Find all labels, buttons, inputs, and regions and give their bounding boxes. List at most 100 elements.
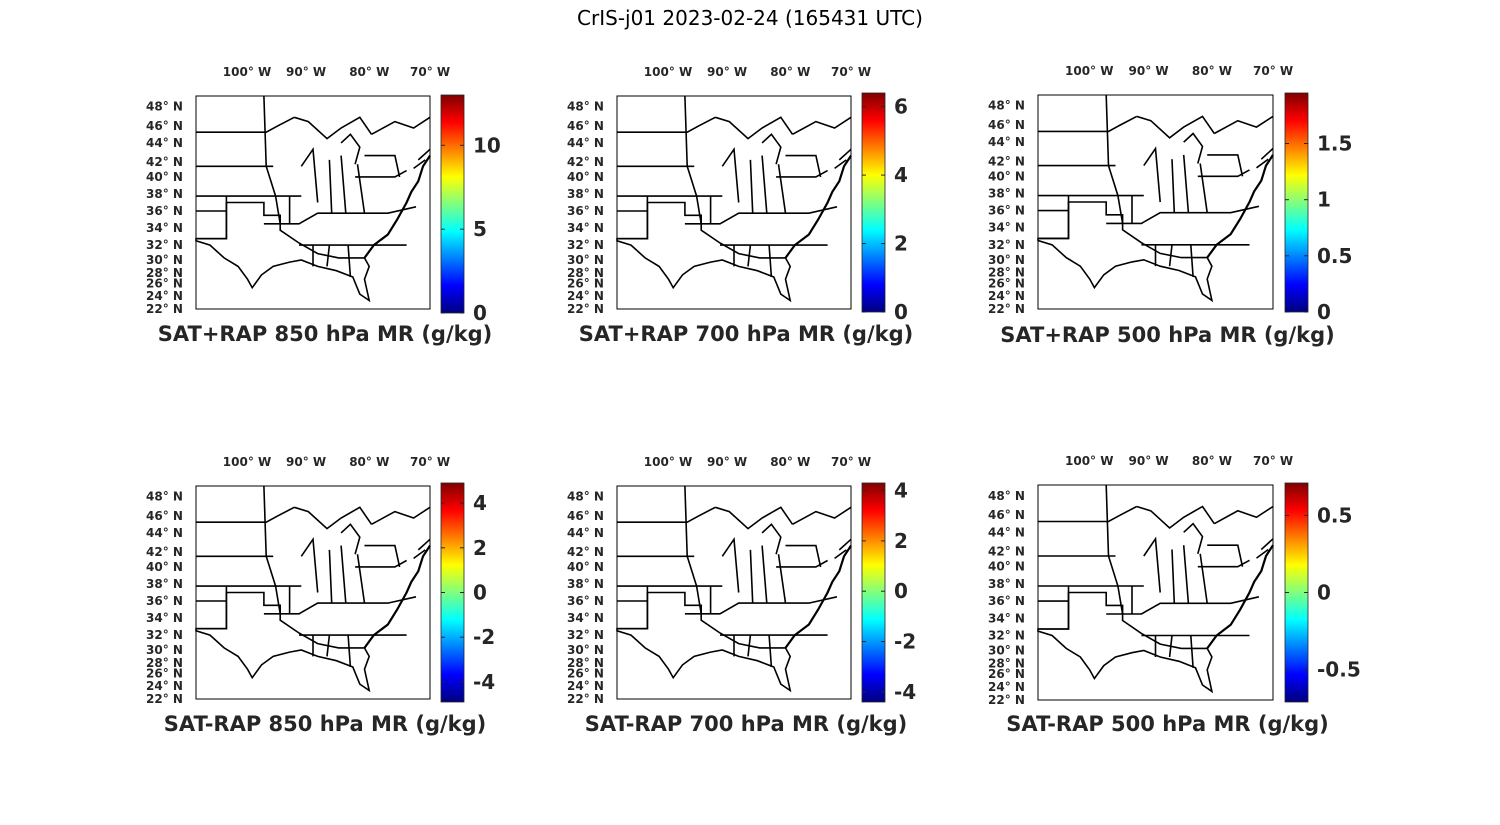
map-panel-6: 100° W 90° W 80° W 70° W 48° N 46° N 44° N 42° … [988, 454, 1361, 736]
panel-title: SAT+RAP 700 hPa MR (g/kg) [579, 322, 913, 346]
lon-tick-label: 100° W [223, 455, 271, 469]
lat-tick-label: 38° N [146, 187, 183, 201]
lat-tick-label: 26° N [988, 667, 1025, 681]
state-boundary [834, 549, 847, 560]
lon-tick-label: 80° W [1192, 454, 1232, 468]
map-panel-1: 100° W 90° W 80° W 70° W 48° N 46° N 44° N 42° … [146, 65, 501, 346]
lat-tick-label: 42° N [146, 545, 183, 559]
colorbar-tick-label: 0 [894, 300, 908, 324]
state-boundary [1038, 505, 1138, 523]
lon-tick-label: 90° W [1129, 454, 1169, 468]
lat-tick-label: 22° N [988, 693, 1025, 707]
lat-tick-label: 44° N [146, 526, 183, 540]
lat-tick-label: 46° N [567, 119, 604, 133]
colorbar-tick-label: 0 [473, 581, 487, 605]
lat-tick-label: 28° N [567, 266, 604, 280]
map-panel-2: 100° W 90° W 80° W 70° W 48° N 46° N 44° N 42° … [567, 65, 913, 346]
lon-tick-label: 90° W [286, 455, 326, 469]
colorbar-tick-label: 0 [473, 301, 487, 325]
colorbar [1284, 92, 1309, 313]
state-boundary [1136, 115, 1215, 139]
lat-tick-label: 26° N [146, 276, 183, 290]
state-boundary [417, 148, 431, 161]
lat-tick-label: 36° N [567, 594, 604, 608]
colorbar-tick-label: 4 [473, 491, 487, 515]
colorbar-tick-label: -4 [473, 670, 495, 694]
state-boundary [263, 95, 281, 224]
lat-tick-label: 32° N [988, 629, 1025, 643]
lat-tick-label: 48° N [567, 100, 604, 114]
map-panel-5: 100° W 90° W 80° W 70° W 48° N 46° N 44° N 42° … [567, 455, 916, 736]
state-boundary [684, 95, 702, 224]
state-boundary [195, 591, 371, 693]
colorbar-tick-label: 6 [894, 95, 908, 119]
state-boundary [838, 538, 852, 551]
map-panel-3: 100° W 90° W 80° W 70° W 48° N 46° N 44° N 42° … [988, 64, 1352, 347]
lat-tick-label: 40° N [146, 170, 183, 184]
state-boundary [617, 586, 649, 630]
colorbar-tick-label: 0 [1317, 581, 1331, 605]
state-boundary [747, 245, 752, 267]
lon-tick-label: 70° W [831, 455, 871, 469]
lon-tick-label: 80° W [349, 65, 389, 79]
lat-tick-label: 44° N [567, 136, 604, 150]
state-boundary [364, 154, 401, 178]
lon-tick-label: 100° W [223, 65, 271, 79]
lon-tick-label: 90° W [707, 65, 747, 79]
lat-tick-label: 44° N [146, 136, 183, 150]
state-boundary [761, 545, 768, 604]
lat-tick-label: 48° N [988, 489, 1025, 503]
lat-tick-label: 30° N [567, 253, 604, 267]
state-boundary [347, 245, 352, 278]
state-boundary [1106, 596, 1260, 615]
lat-tick-label: 30° N [567, 643, 604, 657]
state-boundary [1168, 244, 1173, 267]
lat-tick-label: 36° N [146, 204, 183, 218]
colorbar-tick-label: 4 [894, 479, 908, 503]
colorbar-tick-label: -4 [894, 680, 916, 704]
coastline [363, 544, 431, 649]
state-boundary [196, 196, 228, 240]
lat-tick-label: 26° N [567, 666, 604, 680]
state-boundary [413, 549, 426, 560]
state-boundary [347, 635, 352, 668]
state-boundary [196, 116, 295, 133]
state-boundary [1182, 154, 1190, 213]
state-boundary [1105, 484, 1124, 615]
state-boundary [1197, 559, 1250, 568]
lon-tick-label: 70° W [410, 455, 450, 469]
lat-tick-label: 48° N [567, 490, 604, 504]
state-boundary [1106, 205, 1260, 225]
state-boundary [715, 506, 794, 530]
state-boundary [1171, 159, 1176, 213]
lat-tick-label: 32° N [567, 238, 604, 252]
lat-tick-label: 36° N [988, 594, 1025, 608]
state-boundary [340, 133, 361, 165]
lat-tick-label: 46° N [567, 509, 604, 523]
state-boundary [777, 554, 787, 604]
lat-tick-label: 36° N [567, 204, 604, 218]
lat-tick-label: 42° N [146, 155, 183, 169]
lat-tick-label: 48° N [146, 100, 183, 114]
state-boundary [1207, 154, 1244, 177]
lat-tick-label: 42° N [567, 155, 604, 169]
state-boundary [1213, 115, 1274, 135]
lat-tick-label: 26° N [567, 276, 604, 290]
coastline [1206, 154, 1274, 259]
colorbar-tick-label: -2 [894, 630, 916, 654]
lat-tick-label: 38° N [567, 187, 604, 201]
state-boundary [294, 506, 373, 530]
state-boundary [300, 147, 319, 203]
lat-tick-label: 38° N [988, 577, 1025, 591]
state-boundary [1143, 536, 1161, 593]
state-boundary [684, 485, 702, 614]
lat-tick-label: 34° N [567, 221, 604, 235]
colorbar-tick-label: 0 [894, 579, 908, 603]
lon-tick-label: 80° W [770, 455, 810, 469]
state-boundary [1190, 244, 1194, 277]
lon-tick-label: 70° W [1253, 454, 1293, 468]
panel-title: SAT-RAP 500 hPa MR (g/kg) [1006, 712, 1329, 736]
state-boundary [834, 159, 847, 170]
state-boundary [721, 537, 740, 593]
